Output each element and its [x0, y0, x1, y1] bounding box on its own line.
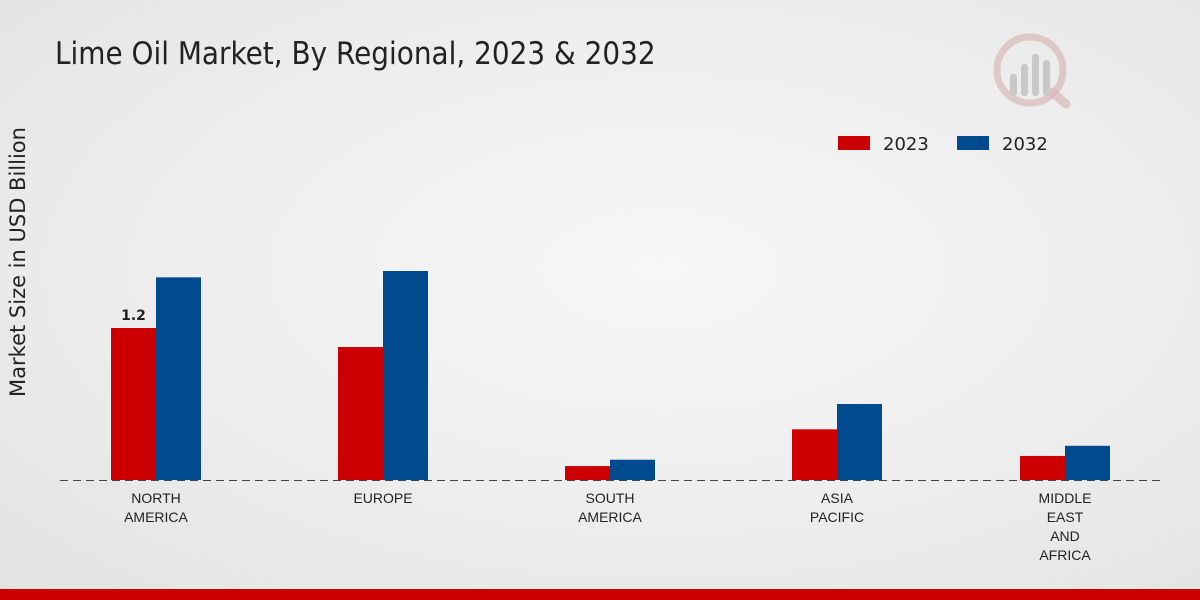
bar-2023-south-america — [565, 466, 610, 480]
legend-label-2023: 2023 — [883, 134, 929, 155]
x-tick-label: AMERICA — [578, 509, 642, 525]
bar-2032-europe — [383, 271, 428, 480]
chart-title: Lime Oil Market, By Regional, 2023 & 203… — [55, 36, 656, 72]
bar-2032-middle-east-and-africa — [1065, 445, 1110, 480]
x-tick-label: EAST — [1047, 509, 1084, 525]
bar-2032-north-america — [156, 277, 201, 480]
logo-icon — [993, 33, 1071, 109]
x-tick-label: AND — [1050, 528, 1080, 544]
bar-2032-south-america — [610, 459, 655, 480]
footer-bar — [0, 589, 1200, 600]
x-tick-label: AFRICA — [1039, 547, 1091, 563]
x-tick-label: EUROPE — [353, 490, 412, 506]
legend-swatch-2023 — [838, 136, 870, 150]
data-label: 1.2 — [121, 308, 146, 324]
bar-2023-middle-east-and-africa — [1020, 455, 1065, 480]
x-tick-label: MIDDLE — [1039, 490, 1092, 506]
x-tick-label: AMERICA — [124, 509, 188, 525]
bar-2023-north-america — [111, 328, 156, 480]
x-tick-label: ASIA — [821, 490, 854, 506]
legend-swatch-2032 — [957, 136, 989, 150]
bar-2023-europe — [338, 347, 383, 480]
bar-2023-asia-pacific — [792, 429, 837, 480]
x-tick-label: PACIFIC — [810, 509, 864, 525]
x-tick-label: NORTH — [131, 490, 181, 506]
bar-2032-asia-pacific — [837, 404, 882, 480]
legend-label-2032: 2032 — [1002, 134, 1048, 155]
x-tick-label: SOUTH — [586, 490, 635, 506]
